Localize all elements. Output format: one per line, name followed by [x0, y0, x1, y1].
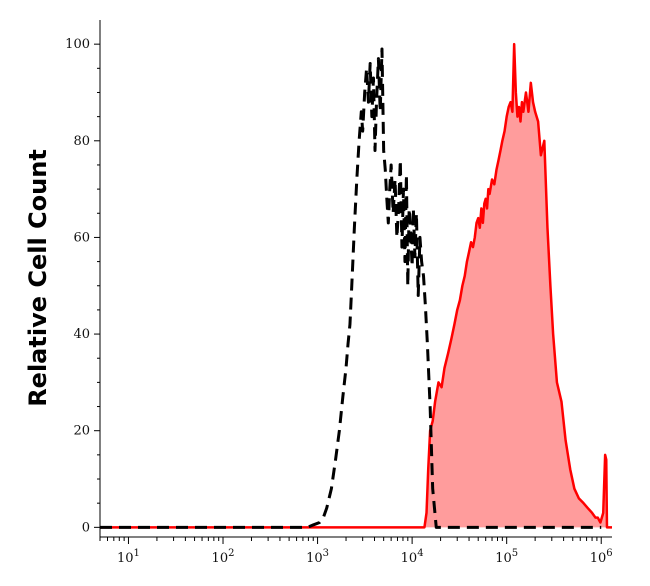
series-area-line [100, 42, 612, 529]
y-tick-label: 100 [65, 37, 90, 52]
x-tick-label: 101 [117, 548, 140, 566]
y-tick-label: 0 [82, 520, 90, 535]
x-tick-label: 105 [495, 548, 518, 566]
x-tick-label: 106 [590, 548, 613, 566]
plot-area [100, 42, 612, 529]
x-tick-label: 103 [306, 548, 329, 566]
y-tick-label: 80 [73, 134, 90, 149]
y-axis-label: Relative Cell Count [24, 149, 52, 407]
y-tick-label: 60 [73, 230, 90, 245]
y-tick-label: 20 [73, 424, 90, 439]
axes: 0 20 40 60 80 100 101 102 103 104 105 106 [65, 20, 613, 566]
x-tick-label: 104 [401, 548, 424, 566]
series-dashed-line [100, 47, 602, 529]
x-tick-label: 102 [212, 548, 235, 566]
series-area-fill [100, 44, 612, 528]
y-tick-label: 40 [73, 327, 90, 342]
